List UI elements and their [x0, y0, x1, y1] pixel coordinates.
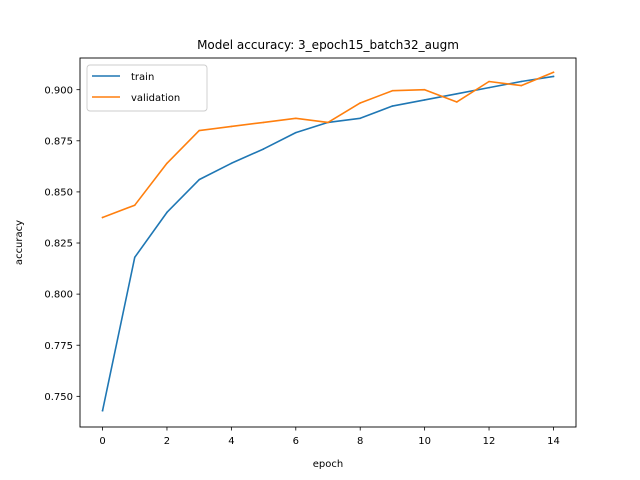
series-point-validation	[166, 162, 168, 165]
series-point-validation	[423, 88, 426, 91]
series-point-train	[101, 409, 104, 412]
series-point-validation	[262, 121, 265, 124]
y-tick-label: 0.775	[44, 341, 73, 352]
series-point-train	[262, 148, 265, 150]
y-axis-title: accuracy	[14, 220, 25, 265]
y-tick-label: 0.750	[44, 392, 73, 403]
series-point-train	[456, 92, 458, 95]
x-tick-label: 6	[293, 436, 299, 447]
series-point-train	[520, 80, 523, 83]
series-point-validation	[198, 129, 200, 132]
series-point-validation	[359, 102, 362, 104]
series-point-validation	[230, 125, 233, 128]
x-axis: 0 2 4 6 8 10 12 14	[99, 427, 560, 447]
series-point-train	[166, 211, 168, 214]
series-point-validation	[488, 80, 490, 83]
legend: train validation	[86, 64, 208, 112]
series-point-train	[391, 105, 394, 107]
plot-frame	[79, 57, 577, 428]
series-point-validation	[456, 101, 458, 103]
series-point-validation	[520, 84, 523, 87]
series-point-train	[423, 99, 426, 101]
series-point-validation	[101, 216, 104, 219]
y-tick-label: 0.825	[44, 239, 73, 250]
y-tick-label: 0.850	[44, 188, 73, 199]
legend-label-validation: validation	[131, 93, 180, 104]
series-point-validation	[391, 89, 394, 92]
plot-area	[101, 71, 555, 412]
x-tick-label: 4	[228, 436, 234, 447]
series-line-train	[101, 75, 555, 412]
x-tick-label: 10	[418, 436, 431, 447]
series-point-validation	[327, 121, 329, 124]
x-tick-label: 2	[164, 436, 170, 447]
x-tick-label: 14	[547, 436, 560, 447]
legend-label-train: train	[131, 72, 154, 83]
y-tick-label: 0.800	[44, 290, 73, 301]
x-tick-label: 0	[99, 436, 105, 447]
series-point-validation	[294, 117, 297, 120]
series-point-validation	[133, 204, 136, 206]
series-point-validation	[552, 71, 555, 74]
series-point-train	[230, 162, 233, 165]
series-point-train	[294, 131, 297, 134]
x-tick-label: 12	[483, 436, 496, 447]
y-tick-label: 0.875	[44, 136, 73, 147]
y-axis: 0.750 0.775 0.800 0.825 0.850 0.875 0.900	[44, 85, 80, 403]
chart-title: Model accuracy: 3_epoch15_batch32_augm	[197, 38, 459, 52]
series-point-train	[488, 86, 490, 89]
series-point-train	[198, 178, 200, 181]
series-point-train	[133, 256, 136, 259]
series-point-train	[552, 75, 555, 78]
x-tick-label: 8	[357, 436, 363, 447]
y-tick-label: 0.900	[44, 85, 73, 96]
x-axis-title: epoch	[313, 459, 343, 470]
series-point-train	[359, 117, 362, 120]
